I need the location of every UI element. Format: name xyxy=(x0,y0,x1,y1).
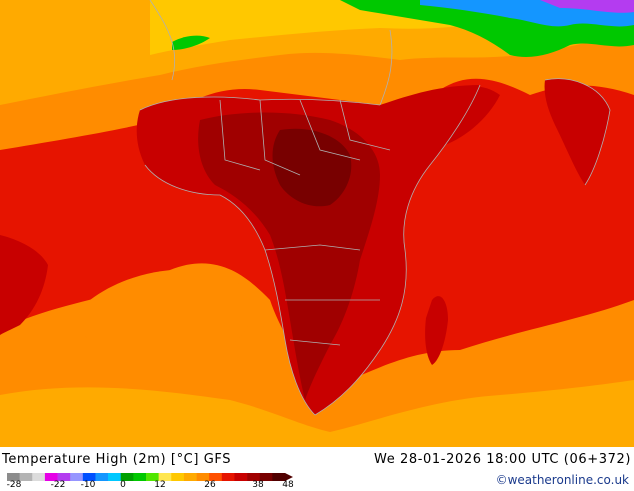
color-scale-labels: -28 -22 -10 0 12 26 38 48 xyxy=(0,481,300,491)
scale-swatch xyxy=(82,473,96,481)
south-america-edge xyxy=(0,235,48,335)
map-footer: Temperature High (2m) [°C] GFS We 28-01-… xyxy=(0,447,634,490)
scale-arrow xyxy=(285,473,293,481)
scale-swatch xyxy=(183,473,197,481)
valid-time: We 28-01-2026 18:00 UTC (06+372) xyxy=(374,452,631,467)
scale-swatch xyxy=(19,473,33,481)
scale-tick-label: -10 xyxy=(80,480,96,490)
country-borders xyxy=(139,0,611,416)
scale-swatch xyxy=(133,473,147,481)
arabia-hot-zone xyxy=(420,85,500,145)
color-scale-bar xyxy=(7,473,293,481)
scale-swatch xyxy=(120,473,134,481)
scale-swatch xyxy=(95,473,109,481)
scale-tick-label: 26 xyxy=(204,480,216,490)
madagascar xyxy=(425,296,448,365)
scale-swatch xyxy=(247,473,261,481)
southern-ocean-mild-zone xyxy=(0,380,634,447)
scale-swatch xyxy=(57,473,71,481)
south-atlantic-orange-patch xyxy=(79,269,252,357)
scale-swatch xyxy=(221,473,235,481)
scale-tick-label: 38 xyxy=(252,480,264,490)
map-title: Temperature High (2m) [°C] GFS xyxy=(2,452,232,467)
scale-tick-label: -28 xyxy=(6,480,22,490)
scale-swatch xyxy=(108,473,122,481)
coldest-region-northeast xyxy=(540,0,634,13)
credit-link[interactable]: ©weatheronline.co.uk xyxy=(495,473,629,487)
scale-tick-label: 0 xyxy=(120,480,126,490)
central-africa-core xyxy=(272,128,352,207)
scale-swatch xyxy=(259,473,273,481)
scale-swatch xyxy=(32,473,46,481)
cold-patch-west xyxy=(172,35,210,50)
scale-swatch xyxy=(158,473,172,481)
scale-swatch xyxy=(146,473,159,481)
scale-swatch xyxy=(196,473,210,481)
scale-swatch xyxy=(209,473,223,481)
temperature-map xyxy=(0,0,634,447)
scale-swatch xyxy=(44,473,58,481)
scale-swatch xyxy=(272,473,286,481)
scale-swatch xyxy=(7,473,20,481)
india-hot-zone xyxy=(544,78,610,185)
scale-swatch xyxy=(234,473,248,481)
scale-tick-label: 48 xyxy=(282,480,294,490)
scale-swatch xyxy=(70,473,84,481)
scale-swatch xyxy=(171,473,185,481)
scale-tick-label: -22 xyxy=(50,480,66,490)
scale-tick-label: 12 xyxy=(154,480,166,490)
map-canvas xyxy=(0,0,634,447)
